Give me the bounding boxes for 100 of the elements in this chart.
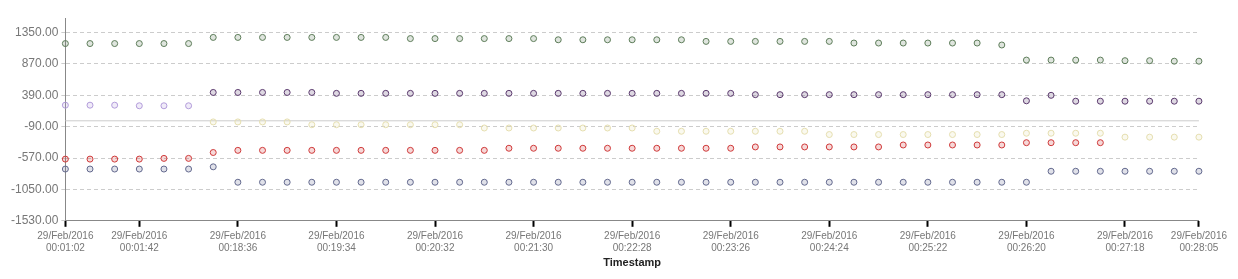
point: [431, 146, 439, 154]
point: [875, 39, 883, 47]
point: [850, 39, 858, 47]
point: [332, 89, 340, 97]
x-tick-label: 29/Feb/2016 00:28:05: [1170, 229, 1228, 253]
point: [135, 102, 143, 110]
point: [1195, 97, 1203, 105]
point: [1096, 97, 1104, 105]
point: [406, 89, 414, 97]
point: [332, 146, 340, 154]
point: [1096, 56, 1104, 64]
point: [1096, 139, 1104, 147]
point: [949, 39, 956, 47]
point: [86, 155, 94, 163]
point: [530, 89, 538, 97]
point: [61, 165, 69, 173]
point: [776, 178, 784, 186]
point: [357, 178, 365, 186]
x-tick-label: 29/Feb/2016 00:26:20: [998, 229, 1055, 253]
point: [283, 178, 291, 186]
point: [998, 91, 1006, 99]
point: [949, 178, 956, 186]
point: [456, 35, 464, 43]
point: [825, 91, 833, 99]
point: [751, 91, 759, 99]
x-tick-label: 29/Feb/2016 00:19:34: [308, 229, 365, 253]
point: [702, 89, 710, 97]
point: [1146, 167, 1154, 175]
point: [604, 36, 612, 44]
point: [209, 149, 217, 156]
point: [308, 178, 316, 186]
y-tick-label: 1350.00: [14, 24, 59, 39]
point: [308, 33, 316, 41]
point: [554, 89, 562, 97]
point: [234, 178, 242, 186]
point: [1022, 139, 1030, 147]
point: [677, 36, 685, 44]
point: [382, 89, 390, 97]
point: [850, 143, 858, 151]
point: [1072, 167, 1080, 175]
point: [1146, 57, 1154, 65]
point: [1047, 129, 1055, 137]
point: [135, 40, 143, 48]
point: [1022, 129, 1030, 137]
point: [1072, 129, 1080, 137]
point: [382, 33, 390, 41]
point: [160, 154, 168, 162]
point: [973, 91, 981, 99]
point: [875, 91, 883, 99]
y-tick-label: 390.00: [21, 87, 59, 102]
point: [283, 33, 291, 41]
point: [776, 127, 784, 135]
point: [456, 89, 464, 97]
point: [776, 143, 784, 151]
point: [776, 91, 784, 99]
point: [332, 178, 340, 186]
point: [456, 178, 464, 186]
point: [973, 39, 981, 47]
point: [1121, 57, 1129, 65]
point: [111, 155, 119, 163]
point: [677, 89, 685, 97]
y-tick-label: -570.00: [17, 150, 59, 165]
point: [1096, 129, 1104, 137]
point: [801, 37, 809, 45]
point: [61, 155, 69, 163]
point: [480, 178, 488, 186]
point: [530, 124, 538, 132]
point: [406, 146, 414, 154]
x-tick-label: 29/Feb/2016 00:22:28: [604, 229, 661, 253]
point: [702, 127, 710, 135]
point: [579, 144, 587, 152]
x-tick-label: 29/Feb/2016 00:27:18: [1096, 229, 1154, 253]
point: [653, 144, 661, 152]
point: [61, 101, 69, 109]
point: [702, 178, 710, 186]
point: [160, 165, 168, 173]
point: [234, 118, 242, 126]
point: [801, 178, 809, 186]
point: [850, 178, 858, 186]
point: [209, 118, 217, 126]
point: [1195, 167, 1203, 175]
point: [1096, 167, 1104, 175]
point: [382, 121, 390, 129]
point: [702, 144, 710, 152]
point: [1121, 133, 1129, 141]
point: [259, 33, 267, 41]
point: [1170, 97, 1178, 105]
point: [86, 101, 94, 109]
point: [283, 88, 291, 96]
point: [825, 178, 833, 186]
point: [677, 144, 685, 152]
point: [751, 37, 759, 45]
point: [899, 141, 907, 149]
point: [406, 121, 414, 129]
point: [135, 155, 143, 163]
point: [480, 89, 488, 97]
point: [628, 89, 636, 97]
point: [1072, 139, 1080, 147]
point: [1170, 133, 1178, 141]
point: [825, 143, 833, 151]
